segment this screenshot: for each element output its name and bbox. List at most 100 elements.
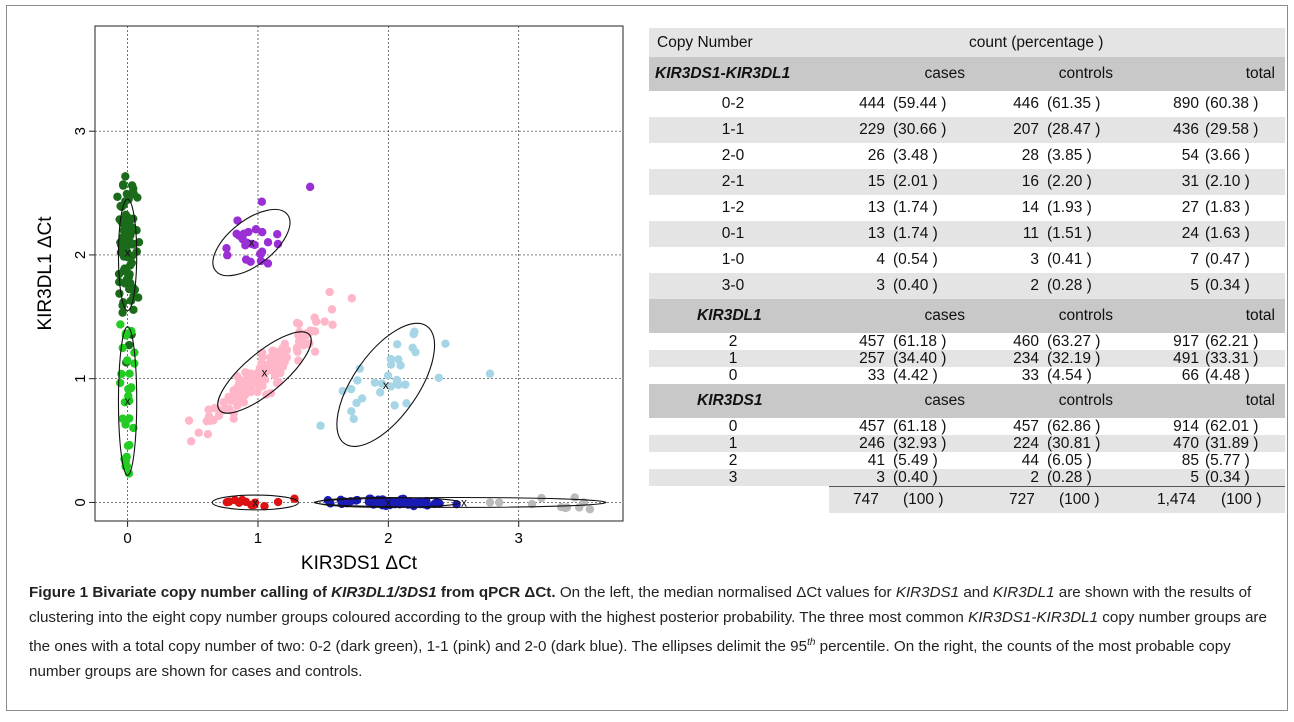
cases-count: 15 bbox=[867, 173, 885, 190]
cases-pct: (30.66 ) bbox=[893, 121, 947, 138]
data-point bbox=[257, 247, 267, 256]
data-point bbox=[263, 238, 273, 247]
y-tick-label: 1 bbox=[72, 375, 89, 383]
cases-pct: (59.44 ) bbox=[893, 95, 947, 112]
row-label: 1-2 bbox=[721, 199, 745, 216]
data-point bbox=[386, 382, 396, 391]
data-point bbox=[585, 505, 595, 514]
table-row: 1 246 (32.93 ) 224 (30.81 ) 470 (31.89 ) bbox=[649, 435, 1285, 452]
data-point bbox=[124, 340, 134, 350]
data-point bbox=[399, 494, 408, 504]
outlier-point bbox=[410, 327, 419, 336]
data-point bbox=[328, 320, 337, 329]
data-point bbox=[254, 372, 264, 382]
data-point bbox=[432, 497, 442, 507]
x-tick-label: 3 bbox=[515, 530, 523, 547]
col-label-total: total bbox=[1245, 65, 1275, 82]
row-label: 1 bbox=[728, 435, 738, 452]
data-point bbox=[273, 229, 282, 239]
cases-pct: (0.40 ) bbox=[893, 277, 938, 294]
total-count: 27 bbox=[1181, 199, 1199, 216]
total-count: 5 bbox=[1190, 469, 1199, 486]
row-label: 3 bbox=[728, 469, 738, 486]
data-point bbox=[119, 298, 128, 307]
data-point bbox=[120, 239, 129, 248]
data-point bbox=[256, 256, 266, 266]
controls-count: 3 bbox=[1030, 251, 1039, 268]
section-header-row: KIR3DS1 cases controls total bbox=[649, 384, 1285, 418]
total-pct: (0.47 ) bbox=[1205, 251, 1250, 268]
row-label: 2 bbox=[728, 452, 738, 469]
total-row-cases: 747 bbox=[853, 491, 879, 508]
outlier-point bbox=[290, 494, 299, 503]
cases-pct: (61.18 ) bbox=[893, 333, 947, 350]
data-point bbox=[122, 461, 132, 471]
data-point bbox=[377, 379, 387, 388]
outlier-point bbox=[260, 501, 269, 511]
total-row-controls-pct: (100 ) bbox=[1059, 491, 1100, 508]
data-point bbox=[246, 369, 255, 378]
controls-pct: (63.27 ) bbox=[1047, 333, 1101, 350]
data-point bbox=[203, 430, 213, 439]
table-header-row: Copy Number count (percentage ) bbox=[649, 28, 1285, 57]
data-point bbox=[233, 401, 242, 411]
total-pct: (4.48 ) bbox=[1205, 367, 1250, 384]
total-count: 890 bbox=[1173, 95, 1199, 112]
controls-pct: (3.85 ) bbox=[1047, 147, 1092, 164]
y-axis-label: KIR3DL1 ΔCt bbox=[35, 216, 56, 331]
table-row: 2-1 15 (2.01 ) 16 (2.20 ) 31 (2.10 ) bbox=[649, 169, 1285, 195]
cluster-center-marker: x bbox=[261, 366, 267, 380]
total-pct: (3.66 ) bbox=[1205, 147, 1250, 164]
data-point bbox=[242, 386, 252, 395]
col-label-controls: controls bbox=[1058, 65, 1113, 82]
cases-count: 4 bbox=[876, 251, 885, 268]
total-count: 31 bbox=[1181, 173, 1199, 190]
data-point bbox=[302, 340, 311, 349]
data-point bbox=[312, 317, 321, 326]
data-point bbox=[401, 380, 410, 389]
data-point bbox=[251, 225, 261, 234]
controls-pct: (1.93 ) bbox=[1047, 199, 1092, 216]
data-point bbox=[352, 398, 361, 408]
data-point bbox=[126, 296, 136, 305]
total-pct: (0.34 ) bbox=[1205, 277, 1250, 294]
data-point bbox=[268, 366, 277, 375]
row-label: 1-0 bbox=[721, 251, 745, 268]
cases-pct: (4.42 ) bbox=[893, 367, 938, 384]
data-point bbox=[129, 189, 138, 198]
controls-pct: (32.19 ) bbox=[1047, 350, 1101, 367]
controls-pct: (0.28 ) bbox=[1047, 469, 1092, 486]
cluster-ellipse bbox=[117, 326, 138, 476]
outlier-point bbox=[238, 495, 247, 505]
total-pct: (0.34 ) bbox=[1205, 469, 1250, 486]
cluster-ellipse bbox=[336, 322, 436, 447]
table-row: 0 457 (61.18 ) 457 (62.86 ) 914 (62.01 ) bbox=[649, 418, 1285, 435]
data-point bbox=[349, 414, 358, 424]
data-point bbox=[129, 305, 138, 314]
outlier-point bbox=[316, 421, 325, 430]
controls-count: 11 bbox=[1022, 225, 1039, 242]
outlier-point bbox=[570, 493, 579, 502]
cases-pct: (32.93 ) bbox=[893, 435, 947, 452]
total-count: 66 bbox=[1181, 367, 1199, 384]
cluster-center-marker: x bbox=[252, 495, 258, 509]
table-row: 0-2 444 (59.44 ) 446 (61.35 ) 890 (60.38 ) bbox=[649, 91, 1285, 117]
controls-pct: (2.20 ) bbox=[1047, 173, 1092, 190]
data-point bbox=[390, 401, 399, 410]
row-label: 3-0 bbox=[721, 277, 745, 294]
total-pct: (1.83 ) bbox=[1205, 199, 1250, 216]
data-point bbox=[234, 380, 244, 389]
data-point bbox=[123, 441, 133, 450]
data-point bbox=[130, 359, 139, 368]
cases-count: 33 bbox=[867, 367, 885, 384]
data-point bbox=[242, 238, 252, 247]
total-count: 436 bbox=[1173, 121, 1199, 138]
data-point bbox=[121, 172, 130, 181]
total-row-total: 1,474 bbox=[1157, 491, 1196, 508]
data-point bbox=[409, 501, 418, 511]
cluster-ellipse bbox=[217, 331, 312, 414]
x-tick-label: 2 bbox=[384, 530, 392, 547]
data-point bbox=[250, 240, 259, 250]
data-point bbox=[353, 376, 362, 385]
table-row: 2 457 (61.18 ) 460 (63.27 ) 917 (62.21 ) bbox=[649, 333, 1285, 350]
